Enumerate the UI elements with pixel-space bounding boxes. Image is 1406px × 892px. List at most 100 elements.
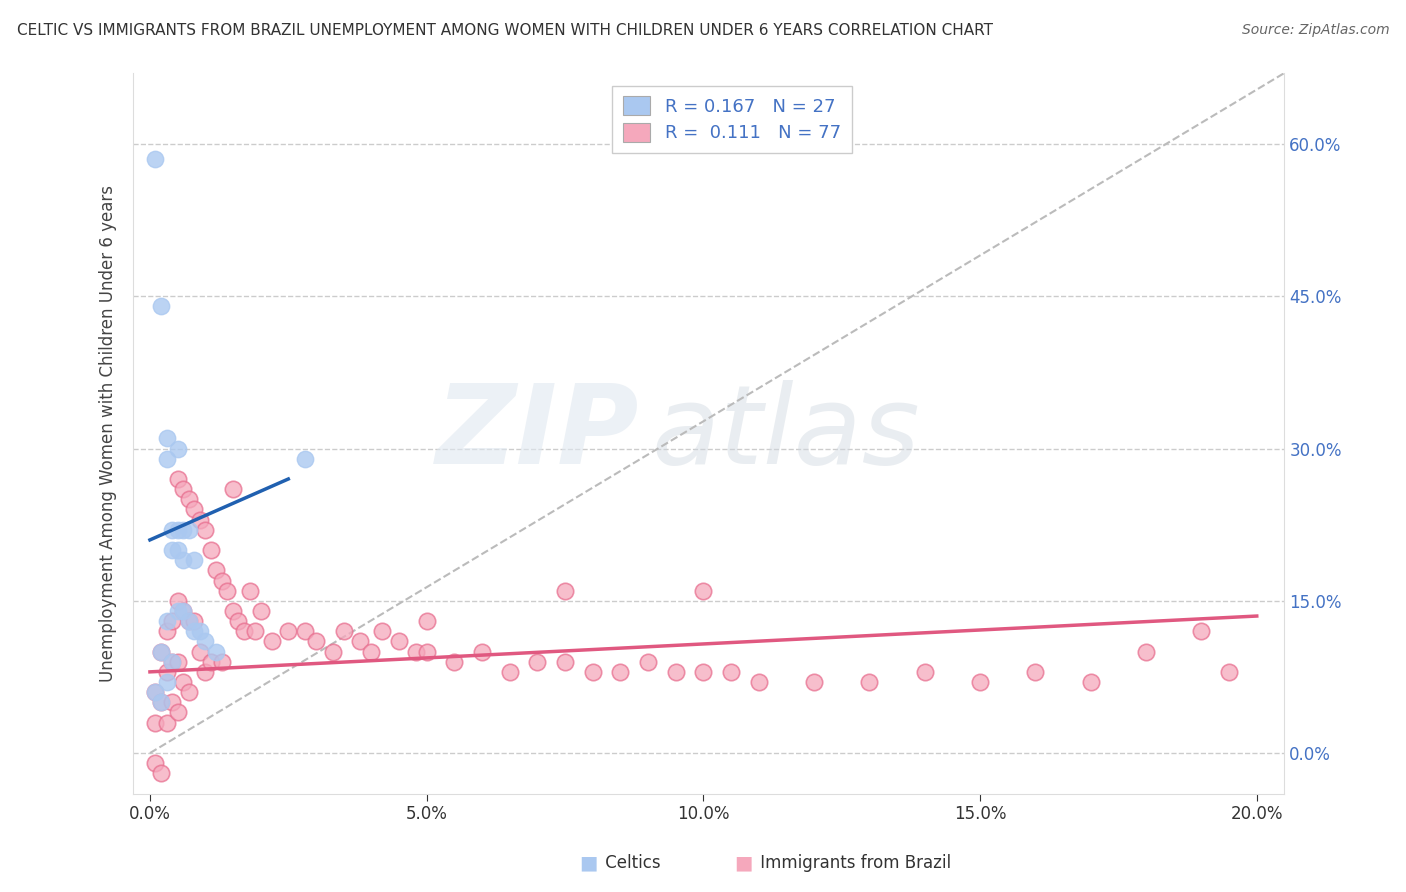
Point — [200, 543, 222, 558]
Point — [166, 604, 188, 618]
Point — [177, 492, 200, 507]
Point — [150, 695, 173, 709]
Point — [177, 523, 200, 537]
Point — [172, 604, 194, 618]
Point — [228, 614, 250, 628]
Point — [172, 523, 194, 537]
Text: Source: ZipAtlas.com: Source: ZipAtlas.com — [1241, 23, 1389, 37]
Point — [166, 442, 188, 456]
Point — [145, 685, 167, 699]
Point — [243, 624, 266, 639]
Point — [692, 665, 714, 679]
Point — [160, 655, 183, 669]
Point — [155, 614, 177, 628]
Point — [211, 655, 233, 669]
Point — [803, 675, 825, 690]
Point — [160, 695, 183, 709]
Point — [205, 644, 228, 658]
Point — [188, 513, 211, 527]
Point — [332, 624, 354, 639]
Text: Celtics: Celtics — [600, 855, 661, 872]
Point — [222, 604, 245, 618]
Point — [609, 665, 631, 679]
Legend: R = 0.167   N = 27, R =  0.111   N = 77: R = 0.167 N = 27, R = 0.111 N = 77 — [612, 86, 852, 153]
Point — [415, 614, 437, 628]
Text: ZIP: ZIP — [436, 380, 640, 487]
Point — [155, 431, 177, 445]
Point — [150, 644, 173, 658]
Text: ■: ■ — [579, 854, 598, 872]
Point — [160, 523, 183, 537]
Point — [748, 675, 770, 690]
Point — [172, 553, 194, 567]
Point — [294, 451, 316, 466]
Point — [194, 523, 217, 537]
Point — [1218, 665, 1240, 679]
Point — [145, 715, 167, 730]
Point — [443, 655, 465, 669]
Point — [166, 706, 188, 720]
Point — [371, 624, 394, 639]
Point — [194, 634, 217, 648]
Point — [914, 665, 936, 679]
Point — [150, 766, 173, 780]
Point — [249, 604, 271, 618]
Point — [155, 665, 177, 679]
Point — [405, 644, 427, 658]
Point — [160, 655, 183, 669]
Point — [145, 685, 167, 699]
Point — [166, 472, 188, 486]
Point — [322, 644, 344, 658]
Point — [554, 583, 576, 598]
Text: ■: ■ — [734, 854, 752, 872]
Point — [183, 624, 205, 639]
Point — [155, 675, 177, 690]
Point — [222, 482, 245, 496]
Point — [305, 634, 328, 648]
Point — [183, 614, 205, 628]
Point — [150, 695, 173, 709]
Point — [498, 665, 520, 679]
Y-axis label: Unemployment Among Women with Children Under 6 years: Unemployment Among Women with Children U… — [100, 185, 117, 681]
Point — [238, 583, 260, 598]
Point — [471, 644, 494, 658]
Point — [166, 594, 188, 608]
Point — [554, 655, 576, 669]
Point — [260, 634, 283, 648]
Text: Immigrants from Brazil: Immigrants from Brazil — [755, 855, 950, 872]
Point — [188, 644, 211, 658]
Point — [177, 614, 200, 628]
Point — [1189, 624, 1212, 639]
Point — [172, 482, 194, 496]
Point — [150, 300, 173, 314]
Point — [637, 655, 659, 669]
Point — [145, 153, 167, 167]
Point — [526, 655, 548, 669]
Point — [150, 644, 173, 658]
Point — [205, 563, 228, 577]
Point — [183, 553, 205, 567]
Point — [166, 655, 188, 669]
Point — [155, 715, 177, 730]
Point — [217, 583, 239, 598]
Point — [160, 543, 183, 558]
Point — [188, 624, 211, 639]
Point — [692, 583, 714, 598]
Point — [858, 675, 880, 690]
Point — [177, 685, 200, 699]
Point — [166, 523, 188, 537]
Point — [200, 655, 222, 669]
Point — [1024, 665, 1046, 679]
Point — [233, 624, 256, 639]
Point — [1135, 644, 1157, 658]
Point — [415, 644, 437, 658]
Point — [582, 665, 605, 679]
Point — [172, 675, 194, 690]
Point — [177, 614, 200, 628]
Point — [388, 634, 411, 648]
Point — [166, 543, 188, 558]
Point — [155, 451, 177, 466]
Point — [277, 624, 299, 639]
Point — [183, 502, 205, 516]
Point — [360, 644, 382, 658]
